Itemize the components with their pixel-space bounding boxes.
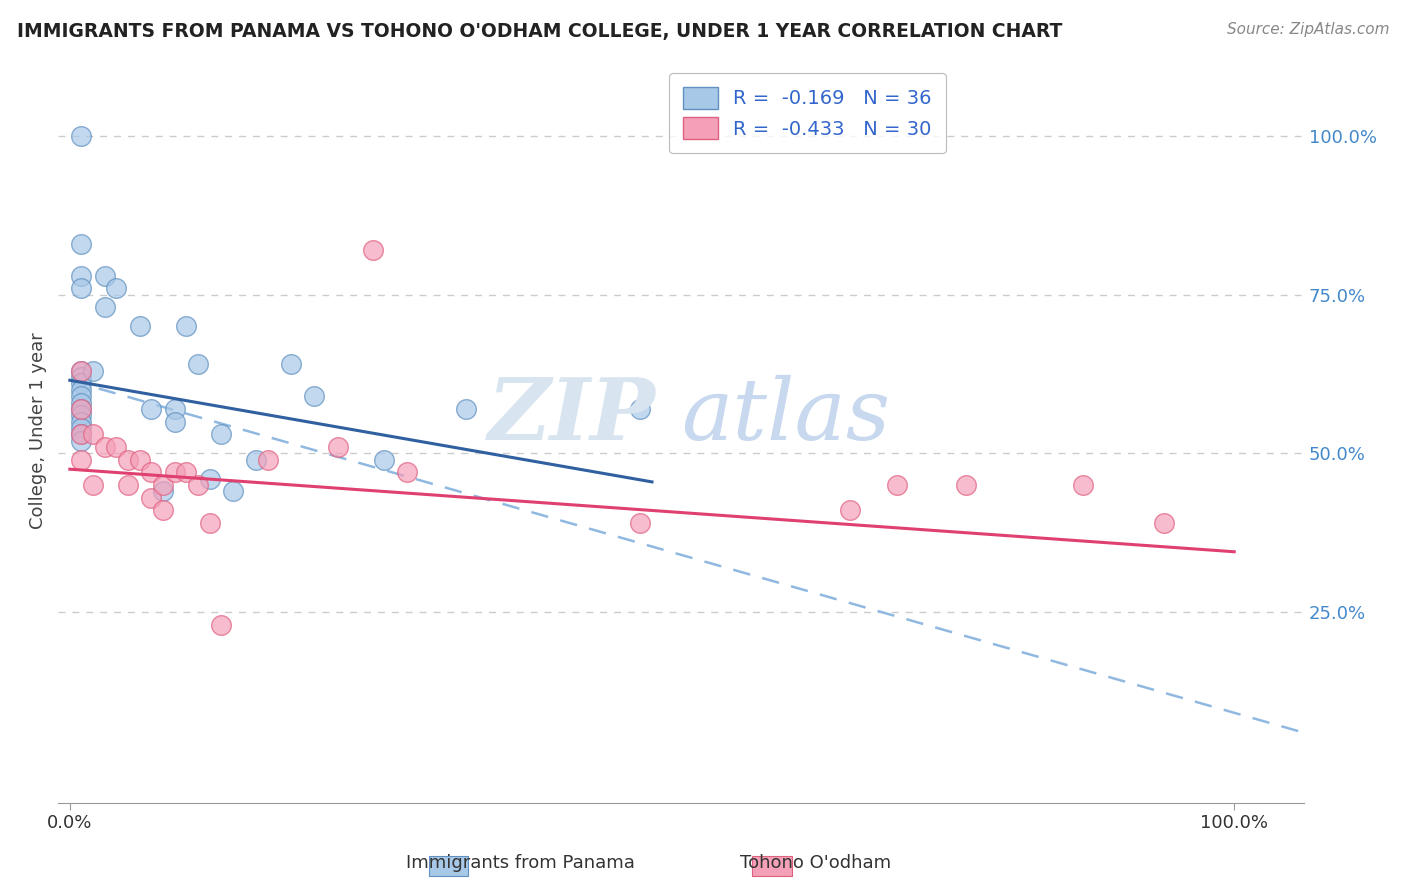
Point — [70, 389, 93, 403]
Point — [70, 395, 93, 409]
Point — [187, 358, 209, 372]
Point — [152, 484, 174, 499]
Point — [70, 452, 93, 467]
Text: ZIP: ZIP — [488, 375, 657, 458]
Point — [198, 472, 221, 486]
Point — [1071, 478, 1094, 492]
Point — [326, 440, 349, 454]
Point — [70, 408, 93, 422]
Legend: R =  -0.169   N = 36, R =  -0.433   N = 30: R = -0.169 N = 36, R = -0.433 N = 30 — [669, 73, 945, 153]
Point — [70, 401, 93, 416]
Point — [174, 319, 197, 334]
Point — [70, 415, 93, 429]
Point — [396, 466, 419, 480]
Point — [152, 478, 174, 492]
Point — [187, 478, 209, 492]
Point — [163, 401, 186, 416]
Point — [141, 466, 163, 480]
Point — [209, 617, 232, 632]
Text: IMMIGRANTS FROM PANAMA VS TOHONO O'ODHAM COLLEGE, UNDER 1 YEAR CORRELATION CHART: IMMIGRANTS FROM PANAMA VS TOHONO O'ODHAM… — [17, 22, 1063, 41]
Point — [454, 401, 477, 416]
Point — [70, 281, 93, 295]
Point — [70, 370, 93, 384]
Point — [163, 415, 186, 429]
Point — [174, 466, 197, 480]
Point — [70, 236, 93, 251]
Point — [128, 452, 150, 467]
Point — [361, 243, 384, 257]
Point — [222, 484, 245, 499]
Point — [886, 478, 908, 492]
Point — [94, 268, 117, 283]
Point — [70, 268, 93, 283]
Point — [82, 478, 104, 492]
Point — [280, 358, 302, 372]
Point — [94, 300, 117, 314]
Point — [245, 452, 267, 467]
Point — [373, 452, 395, 467]
Point — [128, 319, 150, 334]
Point — [70, 427, 93, 442]
Point — [304, 389, 326, 403]
Point — [141, 401, 163, 416]
Point — [70, 421, 93, 435]
Point — [152, 503, 174, 517]
Y-axis label: College, Under 1 year: College, Under 1 year — [30, 333, 46, 530]
Point — [82, 427, 104, 442]
Point — [82, 364, 104, 378]
Text: atlas: atlas — [681, 375, 890, 458]
Point — [117, 478, 139, 492]
Point — [1153, 516, 1175, 531]
Point — [70, 128, 93, 143]
Point — [628, 516, 651, 531]
Point — [70, 376, 93, 391]
Point — [839, 503, 862, 517]
Point — [70, 434, 93, 448]
Text: Immigrants from Panama: Immigrants from Panama — [406, 855, 634, 872]
Point — [70, 427, 93, 442]
Point — [70, 383, 93, 397]
Point — [198, 516, 221, 531]
Point — [105, 281, 128, 295]
Point — [70, 401, 93, 416]
Point — [628, 401, 651, 416]
Point — [70, 364, 93, 378]
Point — [105, 440, 128, 454]
Point — [94, 440, 117, 454]
Point — [70, 364, 93, 378]
Point — [955, 478, 977, 492]
Point — [141, 491, 163, 505]
Point — [117, 452, 139, 467]
Text: Source: ZipAtlas.com: Source: ZipAtlas.com — [1226, 22, 1389, 37]
Point — [256, 452, 278, 467]
Point — [163, 466, 186, 480]
Point — [209, 427, 232, 442]
Text: Tohono O'odham: Tohono O'odham — [740, 855, 891, 872]
